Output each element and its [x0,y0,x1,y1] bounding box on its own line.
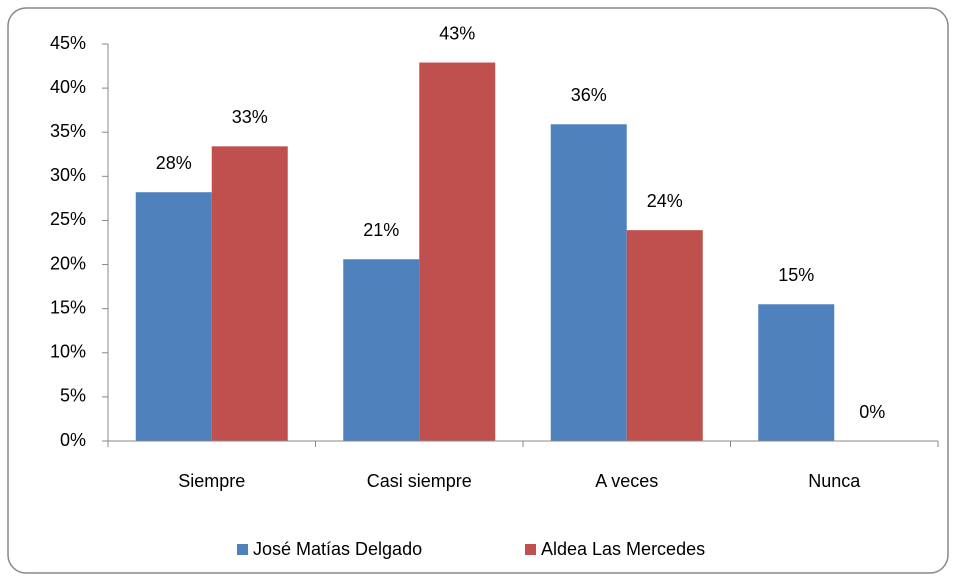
y-tick-label: 30% [50,165,86,185]
data-label: 33% [232,107,268,127]
data-label: 0% [859,402,885,422]
data-label: 36% [571,85,607,105]
y-tick-label: 15% [50,297,86,317]
legend-label: Aldea Las Mercedes [541,539,705,559]
y-tick-label: 5% [60,386,86,406]
legend-swatch [525,544,536,555]
x-tick-label: A veces [595,471,658,491]
data-label: 21% [363,220,399,240]
bar [626,230,703,441]
bar [211,146,288,442]
y-tick-label: 25% [50,209,86,229]
data-label: 43% [439,23,475,43]
y-tick-label: 0% [60,430,86,450]
y-tick-label: 35% [50,121,86,141]
y-tick-label: 10% [50,342,86,362]
y-tick-label: 40% [50,77,86,97]
bar [758,304,835,441]
bar [343,259,420,441]
bar [550,124,627,441]
data-label: 28% [156,153,192,173]
y-tick-label: 45% [50,33,86,53]
data-label: 15% [778,265,814,285]
legend-label: José Matías Delgado [253,539,422,559]
x-tick-label: Nunca [808,471,861,491]
y-tick-label: 20% [50,253,86,273]
x-tick-label: Siempre [178,471,245,491]
bar [419,62,496,441]
data-label: 24% [647,191,683,211]
x-tick-label: Casi siempre [367,471,472,491]
legend-swatch [237,544,248,555]
bar [135,192,212,441]
